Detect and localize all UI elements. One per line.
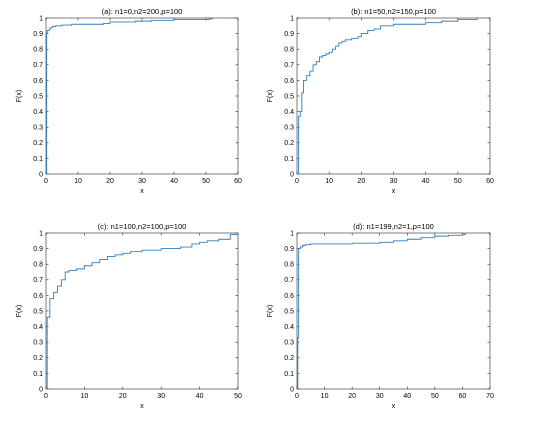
x-tick-label: 40 bbox=[422, 178, 430, 185]
x-tick-label: 30 bbox=[376, 393, 384, 400]
y-tick-label: 0.5 bbox=[33, 308, 43, 315]
y-tick-label: 0.3 bbox=[33, 340, 43, 347]
y-tick-label: 0.6 bbox=[284, 78, 294, 85]
y-tick-label: 0.1 bbox=[33, 371, 43, 378]
x-tick-label: 0 bbox=[44, 393, 48, 400]
y-axis-label: F(x) bbox=[267, 305, 274, 317]
x-tick-label: 50 bbox=[454, 178, 462, 185]
x-tick-label: 70 bbox=[486, 393, 494, 400]
x-tick-label: 40 bbox=[403, 393, 411, 400]
ecdf-step-line bbox=[46, 18, 213, 175]
y-tick-label: 0.4 bbox=[284, 109, 294, 116]
y-tick-label: 0 bbox=[290, 171, 294, 178]
y-tick-label: 0.8 bbox=[284, 262, 294, 269]
y-tick-label: 0.2 bbox=[284, 355, 294, 362]
x-tick-label: 60 bbox=[234, 178, 242, 185]
x-tick-label: 10 bbox=[81, 393, 89, 400]
y-tick-label: 0.5 bbox=[284, 93, 294, 100]
y-tick-label: 0.9 bbox=[33, 246, 43, 253]
x-tick-label: 40 bbox=[196, 393, 204, 400]
x-tick-label: 30 bbox=[157, 393, 165, 400]
y-tick-label: 0.4 bbox=[284, 324, 294, 331]
subplot-title: (c): n1=100,n2=100,p=100 bbox=[98, 222, 187, 231]
x-tick-label: 20 bbox=[119, 393, 127, 400]
y-tick-label: 0 bbox=[39, 171, 43, 178]
x-tick-label: 60 bbox=[459, 393, 467, 400]
x-tick-label: 0 bbox=[44, 178, 48, 185]
y-tick-label: 0.1 bbox=[284, 156, 294, 163]
y-tick-label: 0.4 bbox=[33, 109, 43, 116]
subplot-1: (b): n1=50,n2=150,p=100 0 10 20 30 40 50 60 0 0.1… bbox=[267, 7, 494, 195]
y-tick-label: 0.6 bbox=[33, 293, 43, 300]
y-tick-label: 0 bbox=[39, 386, 43, 393]
y-tick-label: 0.9 bbox=[284, 31, 294, 38]
axes-box bbox=[45, 17, 239, 175]
y-tick-label: 0.5 bbox=[284, 308, 294, 315]
y-tick-label: 0.8 bbox=[33, 262, 43, 269]
axes-box bbox=[45, 232, 239, 390]
subplot-3: (d): n1=199,n2=1,p=100 0 10 20 30 40 50 60 70 0 0.… bbox=[267, 222, 494, 410]
x-tick-label: 10 bbox=[321, 393, 329, 400]
ecdf-step-line bbox=[297, 233, 466, 390]
y-tick-label: 1 bbox=[39, 15, 43, 22]
x-tick-label: 40 bbox=[170, 178, 178, 185]
y-tick-label: 0.8 bbox=[284, 47, 294, 54]
x-axis-label: x bbox=[392, 188, 396, 195]
y-tick-label: 0.6 bbox=[33, 78, 43, 85]
x-tick-label: 0 bbox=[295, 178, 299, 185]
y-tick-label: 0.7 bbox=[284, 62, 294, 69]
y-tick-label: 1 bbox=[39, 230, 43, 237]
y-tick-label: 0.3 bbox=[284, 125, 294, 132]
subplot-title: (b): n1=50,n2=150,p=100 bbox=[351, 7, 436, 16]
y-tick-label: 0.9 bbox=[33, 31, 43, 38]
y-tick-label: 0.3 bbox=[284, 340, 294, 347]
x-tick-label: 50 bbox=[234, 393, 242, 400]
x-tick-label: 30 bbox=[390, 178, 398, 185]
y-tick-label: 0.8 bbox=[33, 47, 43, 54]
axes-box bbox=[296, 17, 491, 175]
y-tick-label: 0.2 bbox=[33, 140, 43, 147]
y-tick-label: 0.6 bbox=[284, 293, 294, 300]
x-tick-label: 50 bbox=[202, 178, 210, 185]
y-tick-label: 0.2 bbox=[284, 140, 294, 147]
y-tick-label: 0.7 bbox=[284, 277, 294, 284]
x-tick-label: 20 bbox=[357, 178, 365, 185]
y-axis-label: F(x) bbox=[267, 90, 274, 102]
x-axis-label: x bbox=[392, 403, 396, 410]
x-tick-label: 50 bbox=[431, 393, 439, 400]
x-tick-label: 10 bbox=[74, 178, 82, 185]
subplot-0: (a): n1=0,n2=200,p=100 0 10 20 30 40 50 60 0 0.1 0… bbox=[16, 7, 242, 195]
x-tick-label: 10 bbox=[325, 178, 333, 185]
ecdf-step-line bbox=[46, 233, 239, 390]
x-tick-label: 0 bbox=[295, 393, 299, 400]
x-axis-label: x bbox=[140, 403, 144, 410]
x-tick-label: 30 bbox=[138, 178, 146, 185]
subplot-2: (c): n1=100,n2=100,p=100 0 10 20 30 40 50 0 0.1 0… bbox=[16, 222, 242, 410]
y-axis-label: F(x) bbox=[16, 90, 23, 102]
x-axis-label: x bbox=[140, 188, 144, 195]
y-tick-label: 0.7 bbox=[33, 62, 43, 69]
y-tick-label: 0.1 bbox=[284, 371, 294, 378]
subplot-title: (a): n1=0,n2=200,p=100 bbox=[102, 7, 183, 16]
y-tick-label: 0.1 bbox=[33, 156, 43, 163]
x-tick-label: 20 bbox=[106, 178, 114, 185]
subplot-title: (d): n1=199,n2=1,p=100 bbox=[353, 222, 434, 231]
x-tick-label: 20 bbox=[348, 393, 356, 400]
axes-box bbox=[296, 232, 491, 390]
y-axis-label: F(x) bbox=[16, 305, 23, 317]
y-tick-label: 0.9 bbox=[284, 246, 294, 253]
y-tick-label: 0.3 bbox=[33, 125, 43, 132]
y-tick-label: 1 bbox=[290, 15, 294, 22]
y-tick-label: 1 bbox=[290, 230, 294, 237]
y-tick-label: 0.5 bbox=[33, 93, 43, 100]
x-tick-label: 60 bbox=[486, 178, 494, 185]
ecdf-step-line bbox=[297, 18, 478, 175]
y-tick-label: 0 bbox=[290, 386, 294, 393]
y-tick-label: 0.4 bbox=[33, 324, 43, 331]
y-tick-label: 0.2 bbox=[33, 355, 43, 362]
y-tick-label: 0.7 bbox=[33, 277, 43, 284]
